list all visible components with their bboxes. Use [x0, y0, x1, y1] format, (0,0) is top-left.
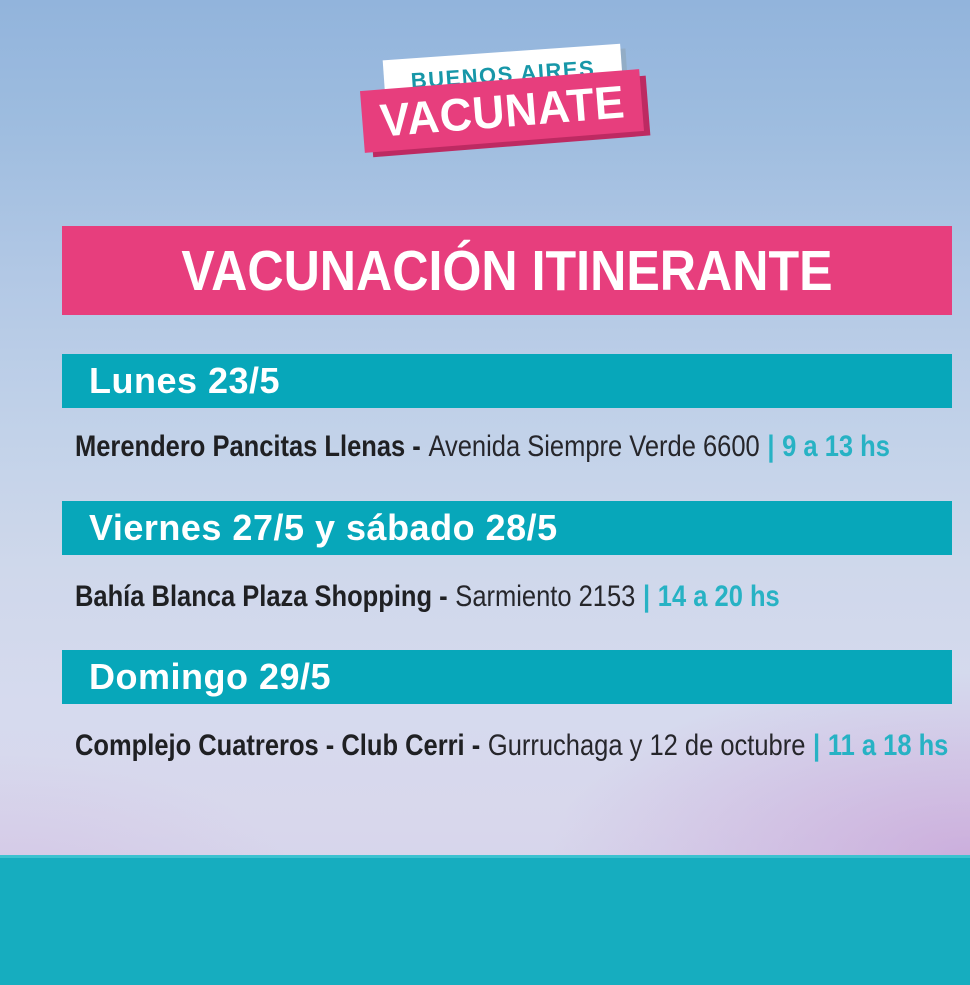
schedule-entry: Bahía Blanca Plaza Shopping - Sarmiento … — [75, 580, 968, 614]
entry-address: Avenida Siempre Verde 6600 — [428, 430, 760, 463]
entry-separator: | — [767, 430, 775, 463]
day-header-lunes: Lunes 23/5 — [62, 354, 952, 408]
footer-bar: Bahía Blanca REGION SANITARIA I MINISTER… — [0, 855, 970, 985]
entry-time: 9 a 13 hs — [782, 430, 890, 463]
entry-address: Sarmiento 2153 — [455, 580, 636, 613]
schedule-entry: Complejo Cuatreros - Club Cerri - Gurruc… — [75, 729, 968, 763]
day-header-label: Lunes 23/5 — [89, 360, 281, 401]
page-title: VACUNACIÓN ITINERANTE — [181, 238, 833, 303]
entry-time: 14 a 20 hs — [657, 580, 780, 613]
entry-separator: | — [813, 729, 821, 762]
entry-place: Merendero Pancitas Llenas - — [75, 430, 421, 463]
day-header-viernes-sabado: Viernes 27/5 y sábado 28/5 — [62, 501, 952, 555]
entry-place: Bahía Blanca Plaza Shopping - — [75, 580, 448, 613]
entry-time: 11 a 18 hs — [827, 729, 949, 762]
vacunate-logo: BUENOS AIRES VACUNATE — [0, 0, 970, 200]
entry-place: Complejo Cuatreros - Club Cerri - — [75, 729, 481, 762]
day-header-label: Domingo 29/5 — [89, 656, 332, 697]
day-header-domingo: Domingo 29/5 — [62, 650, 952, 704]
title-banner: VACUNACIÓN ITINERANTE — [62, 226, 952, 315]
day-header-label: Viernes 27/5 y sábado 28/5 — [89, 507, 558, 548]
entry-address: Gurruchaga y 12 de octubre — [487, 729, 806, 762]
schedule-entry: Merendero Pancitas Llenas - Avenida Siem… — [75, 430, 968, 464]
entry-separator: | — [642, 580, 651, 613]
